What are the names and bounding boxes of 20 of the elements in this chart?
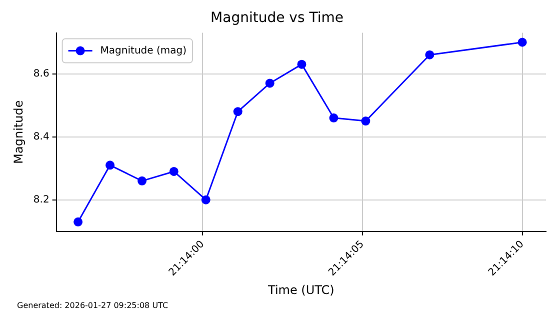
point [233, 107, 242, 116]
x-axis-title: Time (UTC) [266, 282, 334, 297]
y-tick-label: 8.2 [33, 194, 50, 206]
point [138, 176, 147, 186]
y-tick-label: 8.4 [33, 131, 50, 142]
point [265, 78, 274, 88]
text: Generated: 2026-01-27 09:25:08 UTC [17, 301, 168, 310]
point [74, 217, 83, 226]
y-axis-title: Magnitude [11, 100, 26, 164]
point [106, 160, 115, 170]
point [201, 195, 210, 204]
point [361, 116, 370, 126]
point [329, 113, 338, 122]
point [297, 60, 306, 69]
point [169, 166, 178, 176]
legend-label: Magnitude (mag) [100, 45, 187, 56]
point [518, 38, 527, 47]
y-tick-label: 8.6 [33, 68, 50, 80]
chart-title: Magnitude vs Time [210, 10, 344, 26]
point [425, 50, 434, 60]
